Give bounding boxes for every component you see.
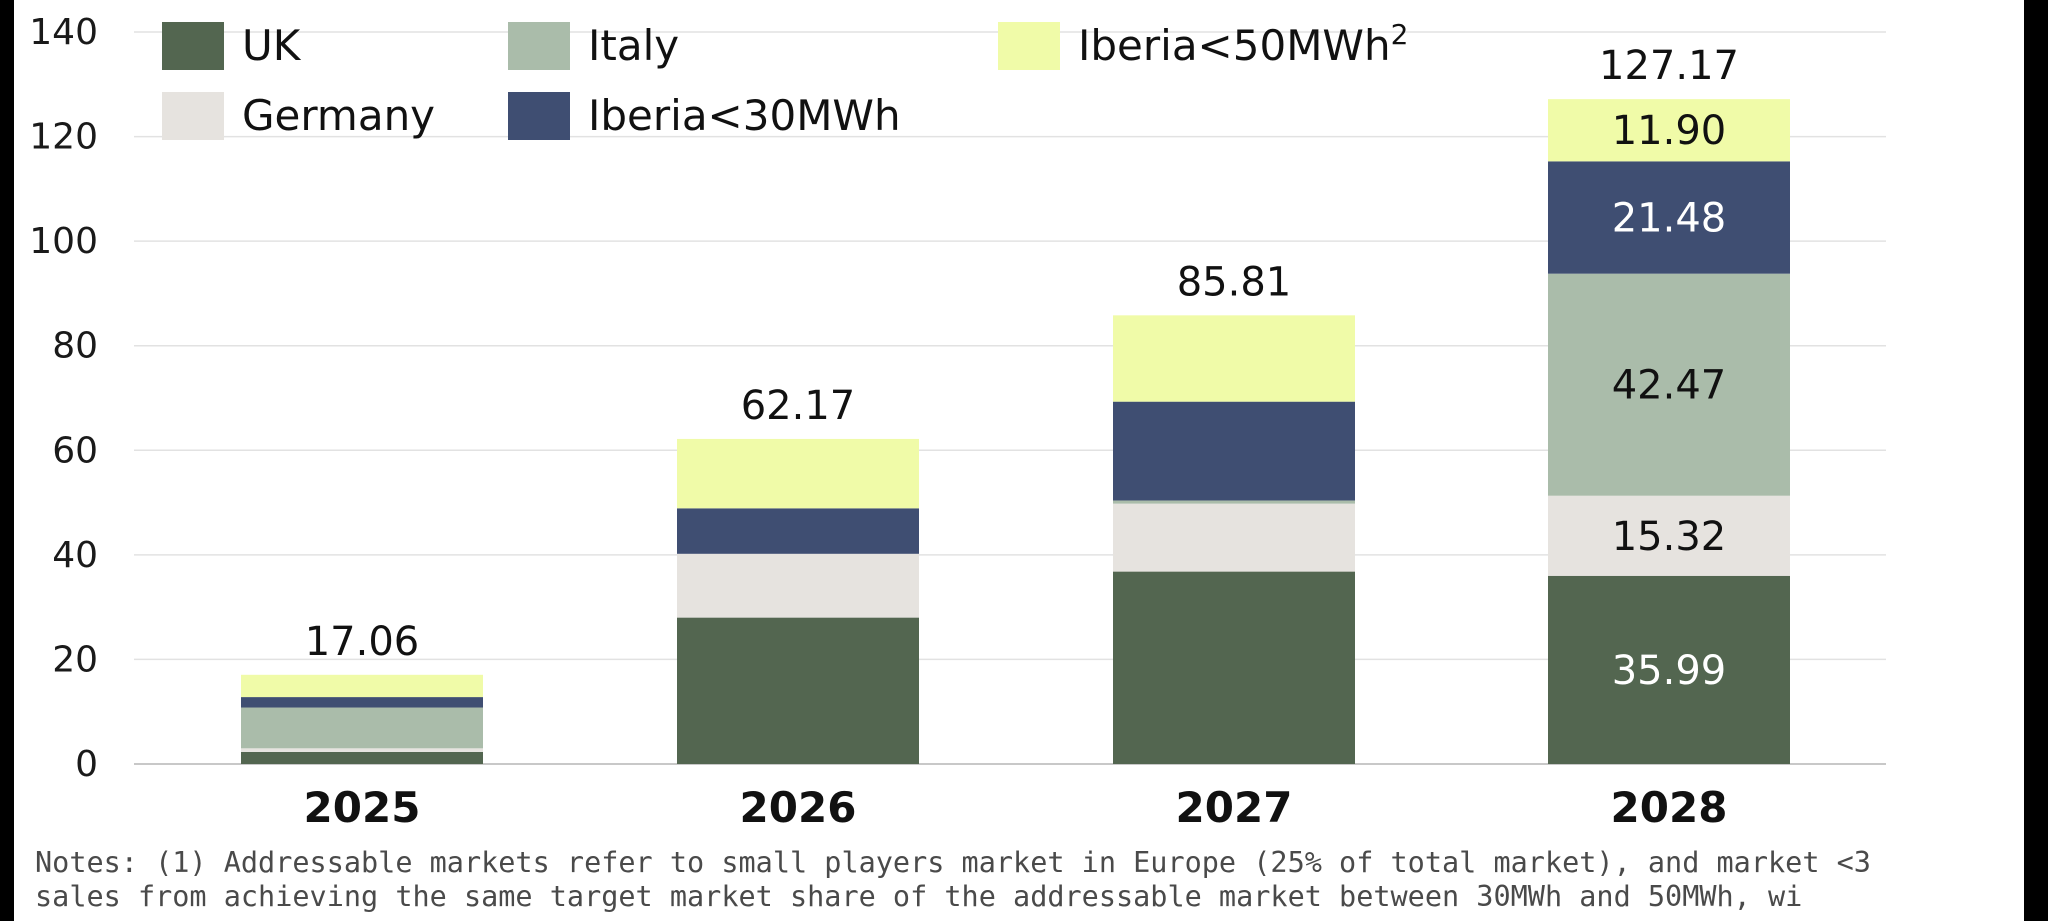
legend-swatch-uk: [162, 22, 224, 70]
bar-segment-2025-iberia-30mwh: [241, 697, 483, 708]
y-tick-label: 60: [52, 430, 98, 471]
chart-page: 17.06 62.17 85.81 127.17 35.99 15.32 42.47 21.4…: [14, 0, 2024, 921]
footnote-line-2: sales from achieving the same target mar…: [35, 880, 1803, 913]
bar-segment-2025-iberia-50mwh: [241, 674, 483, 698]
legend-swatch-iberia-30mwh: [508, 92, 570, 140]
x-tick-label: 2026: [740, 783, 857, 832]
bar-total-label: 17.06: [305, 619, 420, 665]
bar-segment-2025-italy: [241, 707, 483, 749]
segment-value-label: 42.47: [1612, 363, 1727, 409]
bar-segment-2026-iberia-50mwh: [677, 438, 919, 509]
y-tick-label: 40: [52, 535, 98, 576]
x-tick-label: 2027: [1176, 783, 1293, 832]
bar-segment-2026-iberia-30mwh: [677, 508, 919, 554]
x-tick-label: 2025: [304, 783, 421, 832]
bar-segment-2026-uk: [677, 617, 919, 764]
bar-segment-2026-germany: [677, 553, 919, 618]
bar-segment-2027-iberia-50mwh: [1113, 315, 1355, 402]
bar-total-label: 127.17: [1599, 43, 1739, 89]
bar-segment-2027-italy: [1113, 500, 1355, 504]
legend-swatch-italy: [508, 22, 570, 70]
legend-label-italy: Italy: [588, 21, 679, 70]
y-tick-label: 80: [52, 326, 98, 367]
legend-swatch-iberia-50mwh: [998, 22, 1060, 70]
segment-value-label: 11.90: [1612, 108, 1727, 154]
bar-segment-2027-germany: [1113, 503, 1355, 572]
x-tick-label: 2028: [1611, 783, 1728, 832]
legend-superscript: 2: [1391, 18, 1409, 51]
legend-label-germany: Germany: [242, 91, 435, 140]
footnotes: Notes: (1) Addressable markets refer to …: [35, 846, 2024, 914]
legend-label-iberia-50mwh: Iberia<50MWh2: [1078, 18, 1408, 70]
legend: UK Germany Italy Iberia<30MWh Iberia<50MWh2: [162, 18, 1408, 140]
bar-segment-2028-uk: [1548, 575, 1790, 764]
axes: 0 20 40 60 80 100 120 140 2025 2026 2027 2028: [29, 12, 1727, 832]
bar-segment-2028-iberia-50mwh: [1548, 99, 1790, 162]
segment-value-label: 35.99: [1612, 648, 1727, 694]
bar-segment-2028-iberia-30mwh: [1548, 161, 1790, 274]
bar-segment-2028-italy: [1548, 273, 1790, 496]
segment-value-label: 21.48: [1612, 196, 1727, 242]
footnote-line-1: Notes: (1) Addressable markets refer to …: [35, 846, 1871, 879]
bar-segment-2028-germany: [1548, 495, 1790, 576]
data-labels: 17.06 62.17 85.81 127.17 35.99 15.32 42.47 21.4…: [305, 43, 1739, 694]
legend-label-uk: UK: [242, 21, 302, 70]
bar-segment-2025-uk: [241, 751, 483, 764]
bar-segments: [241, 99, 1790, 764]
y-tick-label: 20: [52, 639, 98, 680]
y-tick-label: 0: [75, 744, 98, 785]
y-tick-label: 120: [29, 117, 98, 158]
bar-segment-2025-germany: [241, 748, 483, 752]
bar-total-label: 62.17: [741, 383, 856, 429]
stacked-bar-chart: 17.06 62.17 85.81 127.17 35.99 15.32 42.47 21.4…: [29, 12, 1886, 832]
bar-segment-2027-iberia-30mwh: [1113, 401, 1355, 501]
bar-total-label: 85.81: [1177, 259, 1292, 305]
legend-swatch-germany: [162, 92, 224, 140]
segment-value-label: 15.32: [1612, 514, 1727, 560]
legend-label-iberia-30mwh: Iberia<30MWh: [588, 91, 901, 140]
y-tick-label: 100: [29, 221, 98, 262]
y-tick-label: 140: [29, 12, 98, 53]
bar-segment-2027-uk: [1113, 571, 1355, 764]
